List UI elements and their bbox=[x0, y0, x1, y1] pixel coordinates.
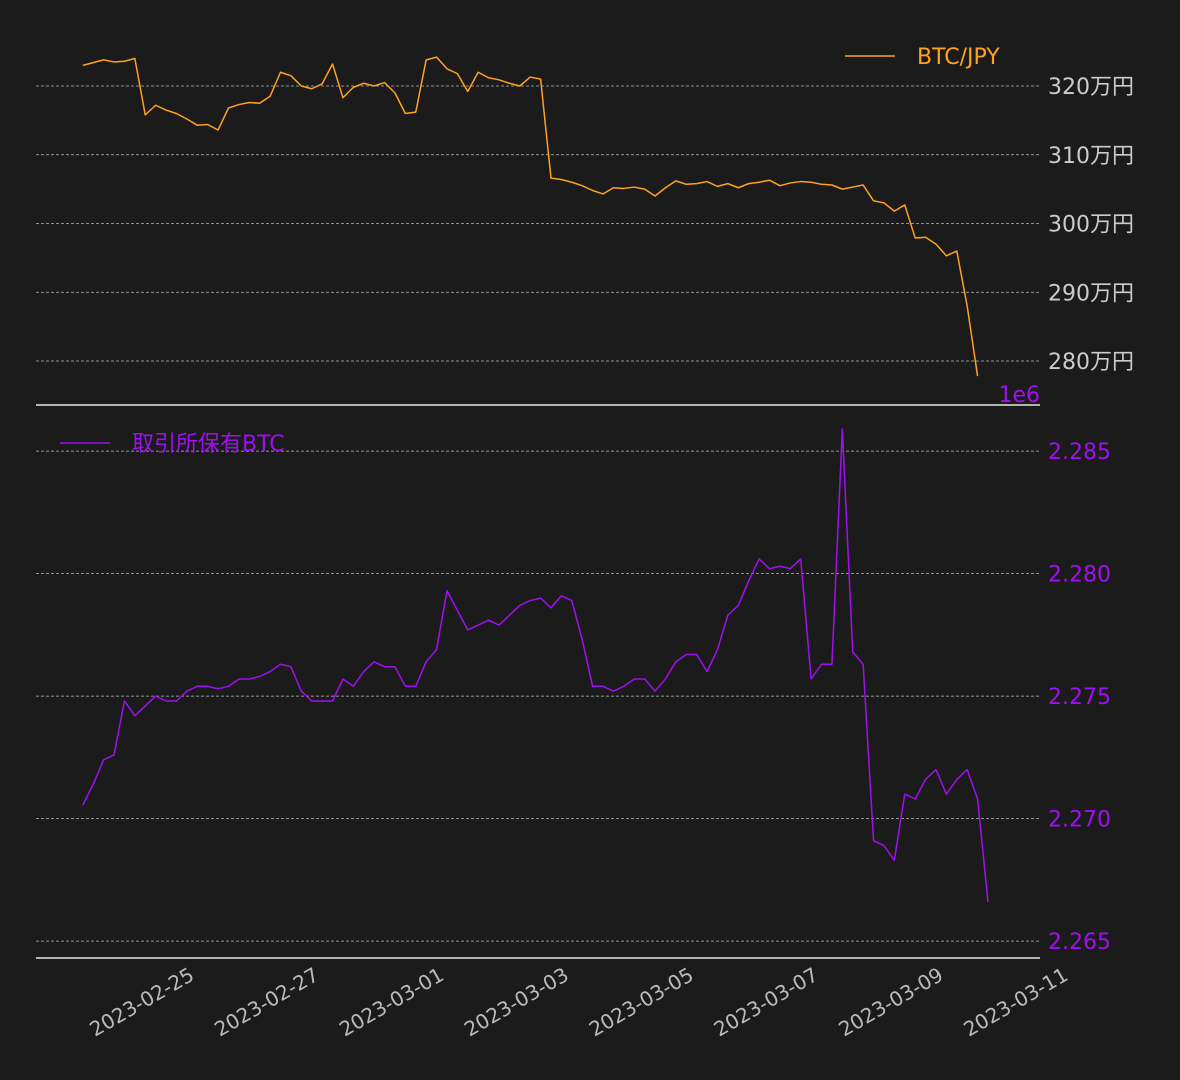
y-tick-label: 2.270 bbox=[1048, 808, 1111, 833]
y-tick-label: 2.280 bbox=[1048, 563, 1111, 588]
offset-text: 1e6 bbox=[998, 383, 1040, 408]
legend-label: BTC/JPY bbox=[917, 45, 1000, 70]
series-line bbox=[82, 428, 989, 902]
y-tick-label: 290万円 bbox=[1048, 281, 1134, 306]
legend-label: 取引所保有BTC bbox=[132, 432, 285, 457]
y-tick-label: 280万円 bbox=[1048, 350, 1134, 375]
y-tick-label: 300万円 bbox=[1048, 213, 1134, 238]
y-tick-label: 310万円 bbox=[1048, 144, 1134, 169]
y-tick-label: 2.275 bbox=[1048, 685, 1111, 710]
series-line bbox=[82, 56, 979, 377]
y-tick-label: 2.265 bbox=[1048, 930, 1111, 955]
y-tick-label: 320万円 bbox=[1048, 75, 1134, 100]
y-tick-label: 2.285 bbox=[1048, 440, 1111, 465]
